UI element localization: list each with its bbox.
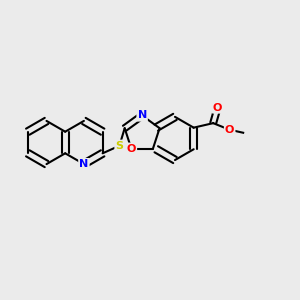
Text: O: O [127,144,136,154]
Text: S: S [116,141,124,151]
Text: N: N [137,110,147,121]
Text: O: O [225,125,234,135]
Text: O: O [213,103,222,112]
Text: N: N [79,159,88,169]
